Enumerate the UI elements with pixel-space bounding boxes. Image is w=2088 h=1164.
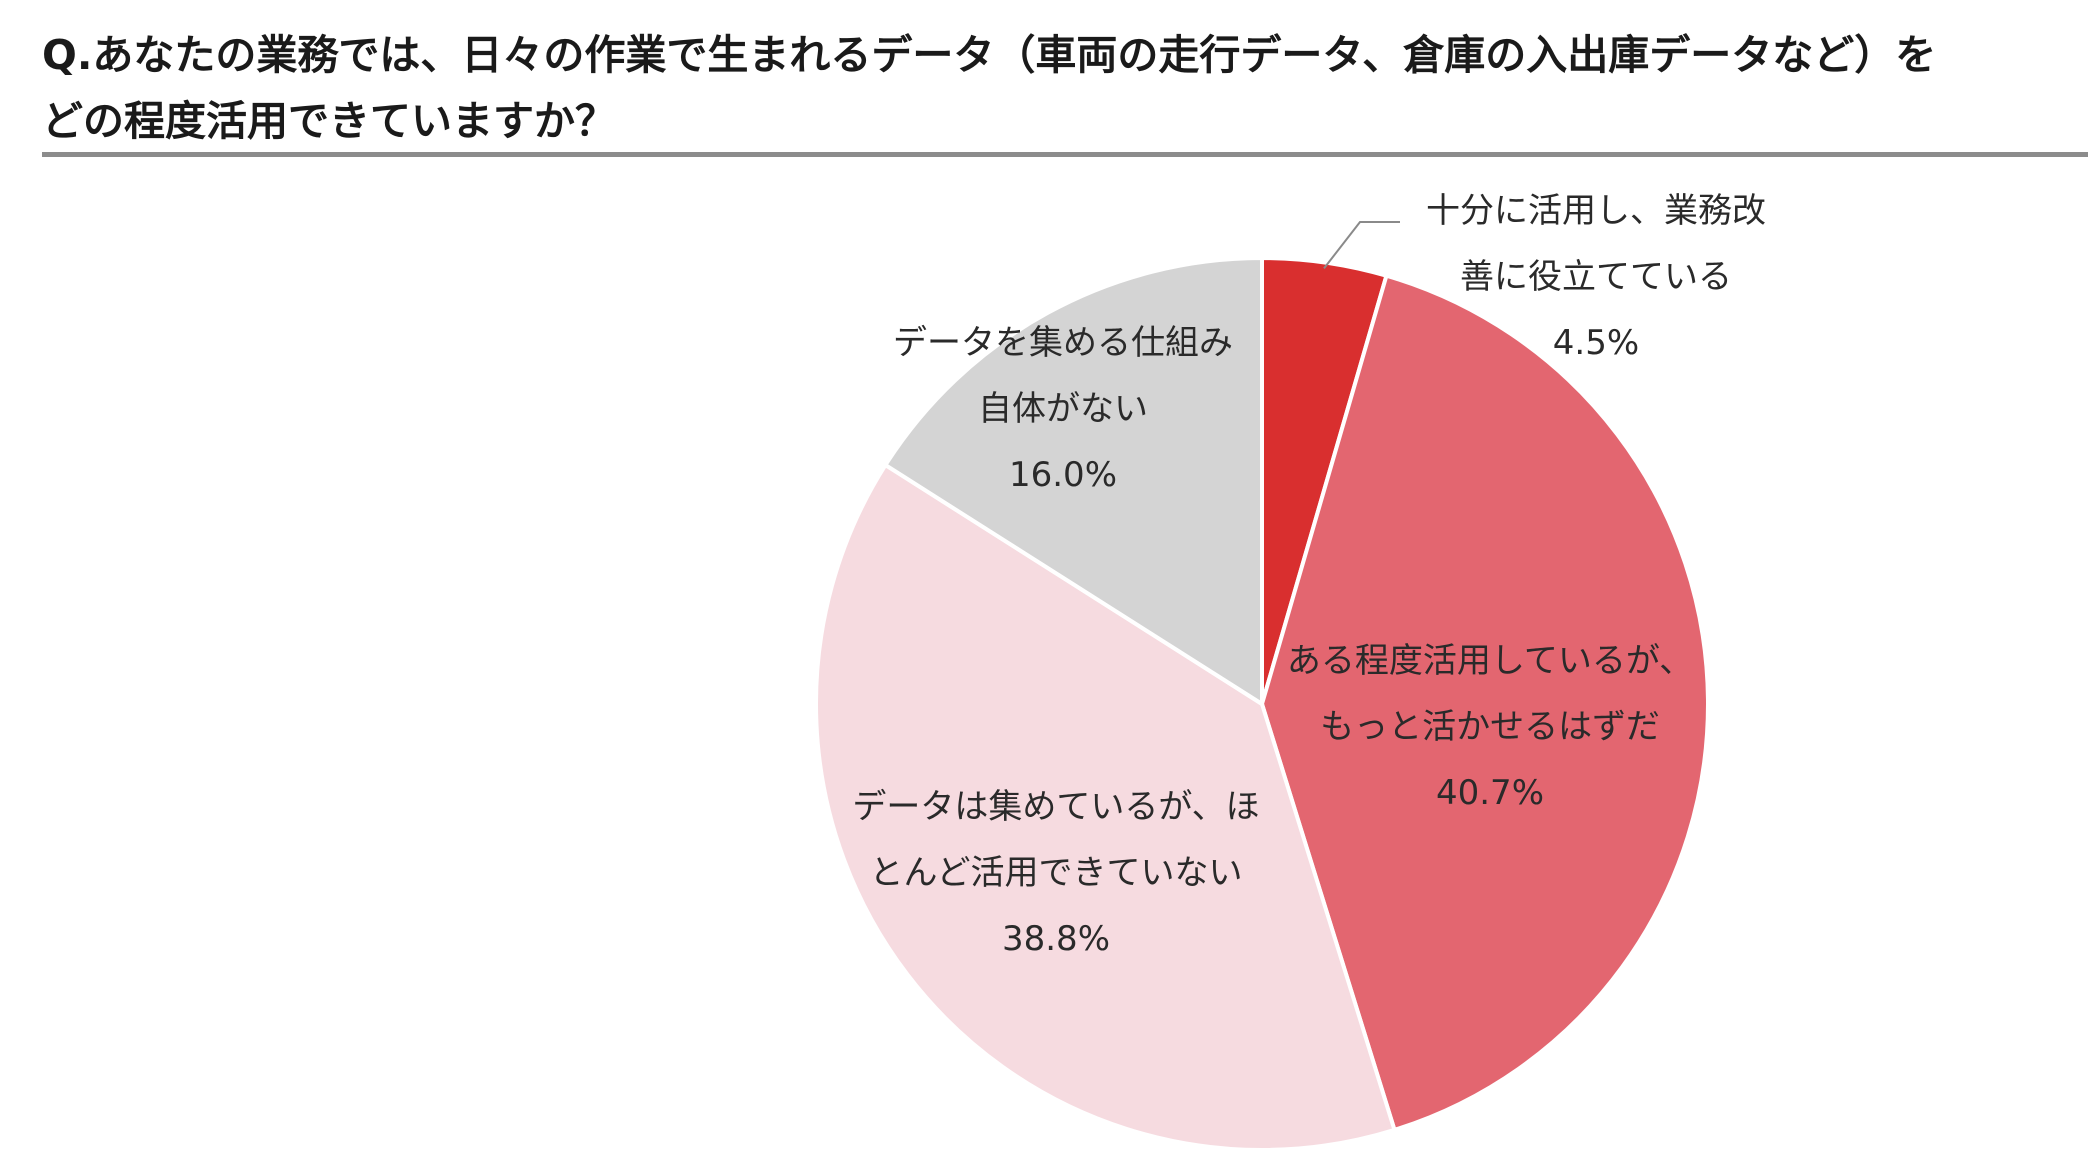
pie-slice-2	[1260, 273, 1710, 1132]
slice-2-percent-label: 40.7%	[1436, 773, 1544, 813]
question-line-1: Q.あなたの業務では、日々の作業で生まれるデータ（車両の走行データ、倉庫の入出庫…	[42, 31, 1937, 79]
slice-1-leader-line	[1323, 221, 1400, 270]
slice-1-percent-label: 4.5%	[1553, 323, 1639, 363]
question-line-2: どの程度活用できていますか？	[42, 97, 616, 145]
pie-slices	[814, 256, 1710, 1152]
leader-lines	[1323, 221, 1400, 270]
slice-1-label-line-1: 十分に活用し、業務改	[1426, 191, 1766, 231]
slice-1-label-line-2: 善に役立てている	[1460, 257, 1732, 297]
slice-4-label-line-2: 自体がない	[978, 389, 1148, 429]
pie-slice-3	[814, 463, 1397, 1152]
slice-4-label-line-1: データを集める仕組み	[893, 323, 1233, 363]
slice-3-label-line-1: データは集めているが、ほ	[852, 787, 1259, 827]
slice-2-label-line-1: ある程度活用しているが、	[1287, 641, 1693, 681]
title-divider	[42, 152, 2088, 157]
pie-slice-4	[883, 256, 1264, 706]
slice-2-label-line-2: もっと活かせるはずだ	[1320, 707, 1660, 747]
question-title: Q.あなたの業務では、日々の作業で生まれるデータ（車両の走行データ、倉庫の入出庫…	[42, 22, 2042, 154]
slice-3-label-line-2: とんど活用できていない	[870, 853, 1243, 893]
slice-3-percent-label: 38.8%	[1002, 919, 1110, 959]
slice-4-percent-label: 16.0%	[1009, 455, 1117, 495]
